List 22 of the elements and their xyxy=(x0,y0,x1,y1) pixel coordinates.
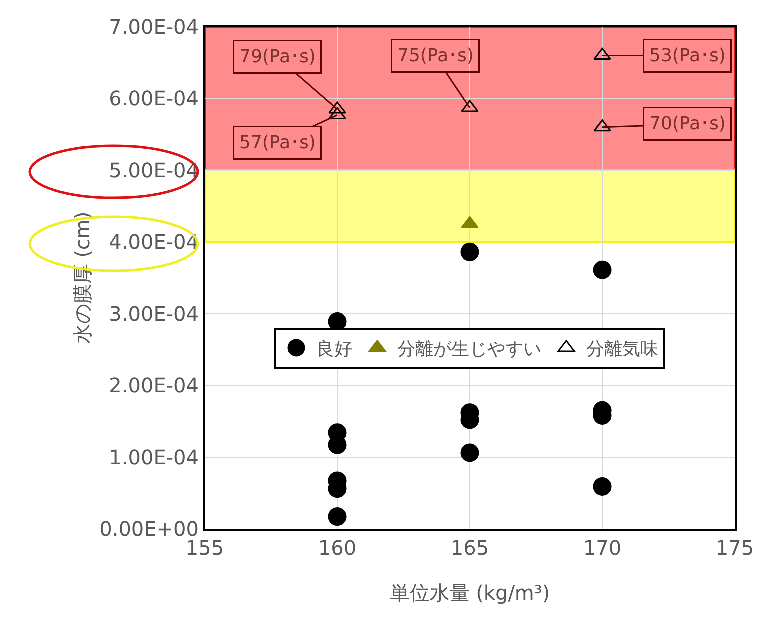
point xyxy=(593,477,612,496)
annotation: 79(Pa･s) xyxy=(240,46,316,68)
point xyxy=(460,242,480,262)
legend-label: 分離が生じやすい xyxy=(398,339,542,360)
point xyxy=(460,444,480,462)
legend-label: 分離気味 xyxy=(586,339,658,360)
x-tick-label: 165 xyxy=(450,536,490,560)
x-tick-label: 170 xyxy=(583,536,622,560)
annotation: 57(Pa･s) xyxy=(240,132,316,154)
y-tick-label: 1.00E-04 xyxy=(109,445,199,470)
legend-label: 良好 xyxy=(316,339,352,360)
y-tick-label: 3.00E-04 xyxy=(109,302,199,326)
point xyxy=(328,508,347,526)
annotation: 53(Pa･s) xyxy=(650,46,726,66)
y-tick-label: 2.00E-04 xyxy=(109,374,199,398)
x-axis-title: 単位水量 (kg/m³) xyxy=(390,581,550,605)
y-tick-label: 7.00E-04 xyxy=(109,15,199,39)
point xyxy=(593,260,612,280)
y-tick-label: 6.00E-04 xyxy=(109,86,199,111)
x-tick-label: 175 xyxy=(716,536,754,560)
x-tick-label: 160 xyxy=(318,536,357,560)
annotation: 70(Pa･s) xyxy=(650,114,726,134)
